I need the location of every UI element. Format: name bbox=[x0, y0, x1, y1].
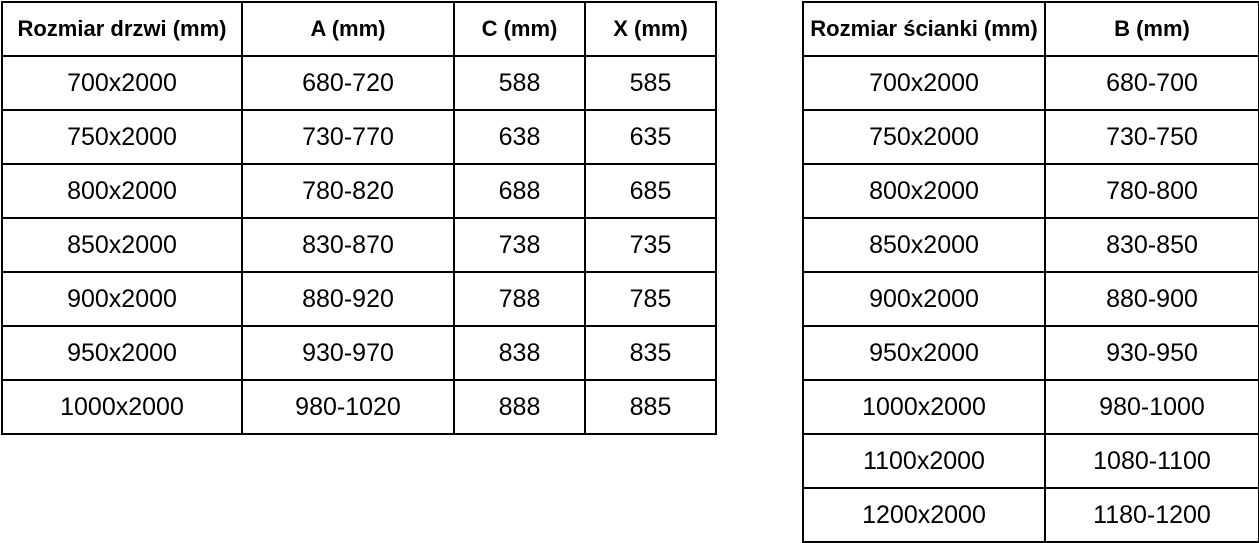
table-cell: 750x2000 bbox=[1, 109, 243, 165]
door-size-table: Rozmiar drzwi (mm) A (mm) C (mm) X (mm) … bbox=[1, 1, 717, 435]
table-row: 750x2000 730-750 bbox=[802, 109, 1259, 165]
table-cell: 780-820 bbox=[241, 163, 455, 219]
table-cell: 1080-1100 bbox=[1044, 433, 1259, 489]
table-cell: 1000x2000 bbox=[1, 379, 243, 435]
table-header-row: Rozmiar ścianki (mm) B (mm) bbox=[802, 1, 1259, 57]
table-cell: 1200x2000 bbox=[802, 487, 1046, 543]
table-cell: 830-870 bbox=[241, 217, 455, 273]
table-cell: 638 bbox=[453, 109, 586, 165]
table-cell: 900x2000 bbox=[1, 271, 243, 327]
table-cell: 800x2000 bbox=[1, 163, 243, 219]
table-row: 950x2000 930-970 838 835 bbox=[1, 325, 717, 381]
table-row: 700x2000 680-720 588 585 bbox=[1, 55, 717, 111]
table-cell: 980-1000 bbox=[1044, 379, 1259, 435]
table-cell: 900x2000 bbox=[802, 271, 1046, 327]
table-cell: 780-800 bbox=[1044, 163, 1259, 219]
table-cell: 885 bbox=[584, 379, 717, 435]
table-cell: 788 bbox=[453, 271, 586, 327]
table-cell: 735 bbox=[584, 217, 717, 273]
table-cell: 1000x2000 bbox=[802, 379, 1046, 435]
table-cell: 730-770 bbox=[241, 109, 455, 165]
table-cell: 1180-1200 bbox=[1044, 487, 1259, 543]
table-row: 950x2000 930-950 bbox=[802, 325, 1259, 381]
column-header-door-size: Rozmiar drzwi (mm) bbox=[1, 1, 243, 57]
table-row: 800x2000 780-800 bbox=[802, 163, 1259, 219]
column-header-wall-size: Rozmiar ścianki (mm) bbox=[802, 1, 1046, 57]
table-cell: 800x2000 bbox=[802, 163, 1046, 219]
column-header-x: X (mm) bbox=[584, 1, 717, 57]
table-cell: 950x2000 bbox=[802, 325, 1046, 381]
table-cell: 700x2000 bbox=[802, 55, 1046, 111]
column-header-b: B (mm) bbox=[1044, 1, 1259, 57]
table-cell: 685 bbox=[584, 163, 717, 219]
table-cell: 835 bbox=[584, 325, 717, 381]
table-cell: 930-950 bbox=[1044, 325, 1259, 381]
table-row: 850x2000 830-870 738 735 bbox=[1, 217, 717, 273]
table-row: 1100x2000 1080-1100 bbox=[802, 433, 1259, 489]
table-cell: 880-920 bbox=[241, 271, 455, 327]
table-cell: 888 bbox=[453, 379, 586, 435]
table-row: 750x2000 730-770 638 635 bbox=[1, 109, 717, 165]
table-row: 900x2000 880-900 bbox=[802, 271, 1259, 327]
table-cell: 585 bbox=[584, 55, 717, 111]
table-cell: 785 bbox=[584, 271, 717, 327]
table-cell: 680-700 bbox=[1044, 55, 1259, 111]
table-cell: 980-1020 bbox=[241, 379, 455, 435]
table-cell: 930-970 bbox=[241, 325, 455, 381]
table-cell: 880-900 bbox=[1044, 271, 1259, 327]
table-row: 900x2000 880-920 788 785 bbox=[1, 271, 717, 327]
table-row: 1000x2000 980-1020 888 885 bbox=[1, 379, 717, 435]
table-cell: 588 bbox=[453, 55, 586, 111]
table-row: 800x2000 780-820 688 685 bbox=[1, 163, 717, 219]
table-header-row: Rozmiar drzwi (mm) A (mm) C (mm) X (mm) bbox=[1, 1, 717, 57]
table-cell: 680-720 bbox=[241, 55, 455, 111]
table-cell: 850x2000 bbox=[1, 217, 243, 273]
column-header-a: A (mm) bbox=[241, 1, 455, 57]
table-cell: 750x2000 bbox=[802, 109, 1046, 165]
table-row: 850x2000 830-850 bbox=[802, 217, 1259, 273]
table-cell: 738 bbox=[453, 217, 586, 273]
table-cell: 635 bbox=[584, 109, 717, 165]
table-row: 1200x2000 1180-1200 bbox=[802, 487, 1259, 543]
table-cell: 838 bbox=[453, 325, 586, 381]
wall-size-table: Rozmiar ścianki (mm) B (mm) 700x2000 680… bbox=[802, 1, 1259, 543]
table-cell: 688 bbox=[453, 163, 586, 219]
table-cell: 830-850 bbox=[1044, 217, 1259, 273]
table-cell: 730-750 bbox=[1044, 109, 1259, 165]
table-cell: 1100x2000 bbox=[802, 433, 1046, 489]
table-cell: 950x2000 bbox=[1, 325, 243, 381]
table-cell: 700x2000 bbox=[1, 55, 243, 111]
table-cell: 850x2000 bbox=[802, 217, 1046, 273]
table-row: 1000x2000 980-1000 bbox=[802, 379, 1259, 435]
table-row: 700x2000 680-700 bbox=[802, 55, 1259, 111]
column-header-c: C (mm) bbox=[453, 1, 586, 57]
